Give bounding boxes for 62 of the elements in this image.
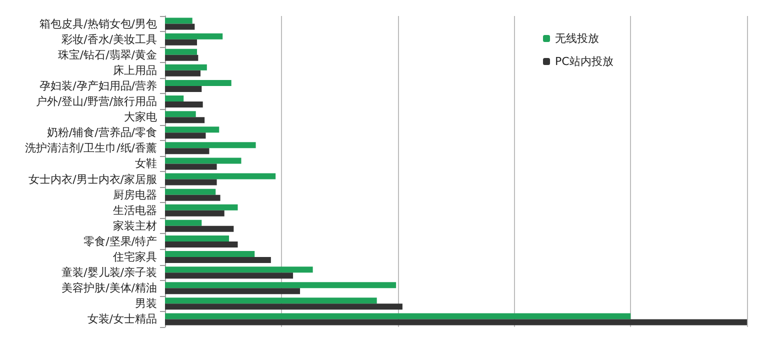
bar [165,142,256,148]
y-tick-label: 生活电器 [113,204,157,217]
y-tick-label: 珠宝/钻石/翡翠/黄金 [58,48,157,62]
bar [165,204,238,210]
bar [165,111,196,118]
bar [165,266,313,273]
bar [165,304,402,310]
bar [165,319,747,326]
bar [165,126,220,133]
legend-label: 无线投放 [555,32,599,45]
bar [165,117,205,124]
bar [165,173,276,180]
y-tick-label: 箱包皮具/热销女包/男包 [40,17,157,30]
y-tick-label: 零食/坚果/特产 [84,234,157,248]
y-tick-label: 孕妇装/孕产妇用品/营养 [40,79,157,92]
y-tick-label: 户外/登山/野营/旅行用品 [36,95,157,108]
bar [165,48,198,55]
y-tick-label: 童装/婴儿装/亲子装 [62,266,157,280]
y-tick-label: 彩妆/香水/美妆工具 [62,32,157,46]
bar [165,86,202,92]
bar [165,70,200,76]
bar [165,226,234,232]
bar [165,220,202,226]
bar [165,24,195,30]
bar [165,164,217,170]
bar [165,251,255,258]
bar [165,102,203,108]
bar [165,132,206,139]
bar [165,313,631,320]
bar [165,210,224,216]
bar [165,33,223,40]
bar [165,288,300,294]
bar [165,298,377,304]
bar [165,272,294,279]
bar [165,194,220,201]
y-tick-label: 女鞋 [135,157,157,170]
bar [165,235,230,242]
y-tick-label: 男装 [135,297,157,310]
y-tick-label: 大家电 [124,110,157,124]
y-tick-label: 洗护清洁剂/卫生巾/纸/香薰 [24,142,157,155]
bar [165,241,238,248]
y-tick-label: 住宅家具 [113,250,157,264]
bar [165,188,216,195]
y-tick-label: 美容护肤/美体/精油 [62,282,157,295]
bar [165,179,217,186]
y-tick-label: 厨房电器 [113,188,157,202]
y-tick-label: 女士内衣/男士内衣/家居服 [28,172,157,186]
bar [165,158,242,164]
bar [165,257,271,264]
bar [165,39,198,46]
bar [165,80,232,86]
y-tick-label: 床上用品 [113,64,157,77]
bar [165,54,198,61]
bar [165,148,210,154]
bar [165,18,192,24]
bar [165,96,184,102]
legend-label: PC站内投放 [555,55,614,68]
y-tick-label: 女装/女士精品 [87,312,157,326]
y-tick-label: 家装主材 [113,219,157,232]
bar [165,64,207,70]
bar [165,282,396,288]
y-tick-label: 奶粉/辅食/营养品/零食 [46,126,157,140]
